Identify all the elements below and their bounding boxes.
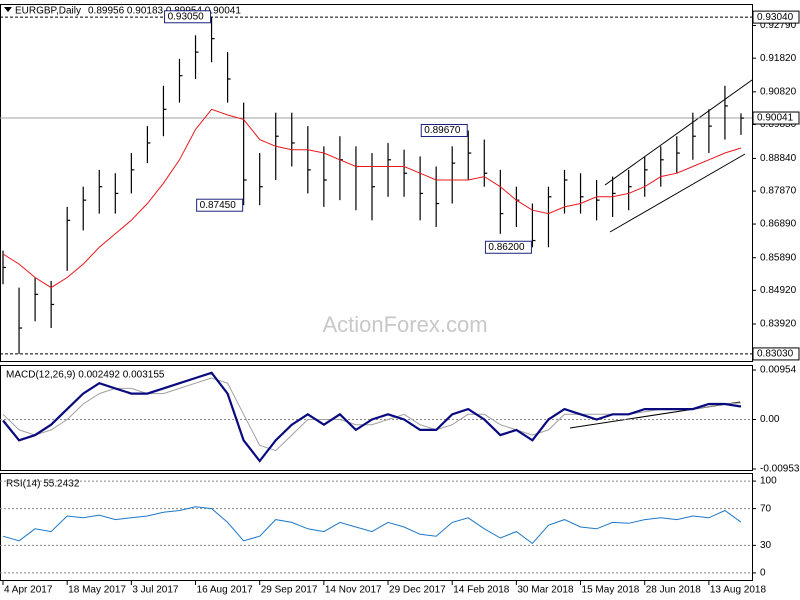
price-marker-box bbox=[752, 347, 800, 361]
annotation-box bbox=[196, 198, 244, 212]
y-tick-label: -0.009538 bbox=[760, 464, 800, 475]
y-tick-label: 0.90820 bbox=[760, 86, 797, 97]
macd-line bbox=[2, 371, 742, 463]
annotation-label: 0.87450 bbox=[200, 200, 237, 211]
annotation-label: 0.89670 bbox=[424, 125, 461, 136]
y-tick-label: 30 bbox=[760, 540, 772, 551]
annotation-box bbox=[164, 10, 212, 24]
channel-lower bbox=[609, 153, 746, 233]
price-marker-label: 0.90041 bbox=[757, 113, 794, 124]
y-tick-label: 0.86890 bbox=[760, 219, 797, 230]
annotation-label: 0.93050 bbox=[168, 11, 205, 22]
y-tick-label: 0.88840 bbox=[760, 153, 797, 164]
x-tick-label: 16 Aug 2017 bbox=[197, 585, 254, 596]
x-tick-label: 29 Dec 2017 bbox=[389, 585, 446, 596]
x-tick-label: 28 Jun 2018 bbox=[646, 585, 701, 596]
annotation-box bbox=[420, 124, 468, 138]
x-tick-label: 30 Mar 2018 bbox=[517, 585, 574, 596]
y-tick-label: 0.84920 bbox=[760, 285, 797, 296]
x-tick-label: 14 Feb 2018 bbox=[453, 585, 510, 596]
rsi-frame bbox=[0, 473, 753, 581]
y-tick-label: 0.92790 bbox=[760, 20, 797, 31]
x-tick-label: 18 May 2017 bbox=[68, 585, 126, 596]
y-tick-label: 0.85890 bbox=[760, 252, 797, 263]
price-marker-box bbox=[752, 10, 800, 24]
y-tick-label: 100 bbox=[760, 476, 777, 487]
y-tick-label: 0.00 bbox=[760, 414, 780, 425]
macd-frame bbox=[0, 365, 753, 471]
moving-average bbox=[2, 108, 742, 289]
y-tick-label: 70 bbox=[760, 503, 772, 514]
x-tick-label: 15 May 2018 bbox=[582, 585, 640, 596]
menu-icon bbox=[4, 7, 12, 12]
chart-title: EURGBP,Daily bbox=[15, 6, 81, 17]
rsi-line bbox=[2, 506, 742, 545]
x-tick-label: 4 Apr 2017 bbox=[4, 585, 53, 596]
macd-title: MACD(12,26,9) 0.002492 0.003155 bbox=[6, 370, 165, 381]
annotation-box bbox=[484, 240, 532, 254]
x-tick-label: 29 Sep 2017 bbox=[261, 585, 318, 596]
x-tick-label: 13 Aug 2018 bbox=[710, 585, 767, 596]
x-tick-label: 3 Jul 2017 bbox=[132, 585, 179, 596]
price-marker-box bbox=[752, 111, 800, 125]
y-tick-label: 0.87870 bbox=[760, 186, 797, 197]
price-frame bbox=[0, 4, 753, 362]
price-marker-label: 0.83030 bbox=[757, 349, 794, 360]
y-tick-label: 0.89850 bbox=[760, 119, 797, 130]
y-tick-label: 0.83920 bbox=[760, 319, 797, 330]
price-marker-label: 0.93040 bbox=[757, 12, 794, 23]
watermark: ActionForex.com bbox=[322, 312, 487, 337]
annotation-label: 0.86200 bbox=[488, 242, 525, 253]
channel-upper bbox=[604, 79, 753, 186]
x-tick-label: 14 Nov 2017 bbox=[325, 585, 382, 596]
rsi-title: RSI(14) 55.2432 bbox=[6, 479, 80, 490]
y-tick-label: 0 bbox=[760, 568, 766, 579]
y-tick-label: 0.91820 bbox=[760, 53, 797, 64]
y-tick-label: 0.00954 bbox=[760, 365, 797, 376]
